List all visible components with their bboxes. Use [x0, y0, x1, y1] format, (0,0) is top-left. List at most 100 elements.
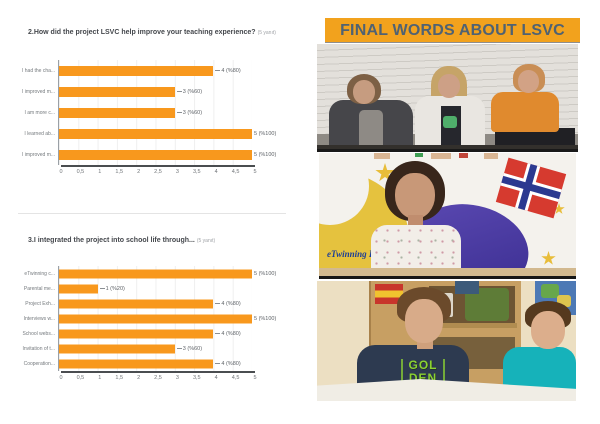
chart1-title-text: 2.How did the project LSVC help improve … [28, 29, 256, 36]
girl3-orange-tshirt [491, 92, 559, 132]
x-tick-label: 1,5 [115, 375, 124, 381]
category-label: Project Exh... [25, 300, 55, 307]
bar [59, 107, 175, 118]
chart1-x-axis-line [61, 165, 255, 167]
chart1-responses-note: (5 yanıt) [257, 30, 276, 36]
chart2-x-axis-line [61, 371, 255, 373]
x-tick-label: 3,5 [192, 375, 201, 381]
x-tick-label: 4,5 [231, 375, 240, 381]
value-label: 4 (%80) [215, 331, 240, 337]
bar [59, 149, 252, 160]
x-tick-label: 0 [59, 169, 63, 175]
category-label: I am more c... [24, 109, 55, 116]
chart2-x-ticks: 0 0,5 1 1,5 2 2,5 3 3,5 4 4,5 5 [59, 373, 257, 383]
bar [59, 359, 214, 368]
value-label: 3 (%60) [177, 89, 202, 95]
map-land-patch [541, 284, 559, 298]
chart-teaching-experience: I had the cha... 4 (%80) I improved m... 3 … [22, 60, 302, 177]
chart1-title: 2.How did the project LSVC help improve … [28, 29, 276, 36]
chart-row: I am more c... 3 (%60) [22, 102, 302, 123]
bar [59, 128, 252, 139]
category-label: I improved m... [22, 88, 56, 95]
x-tick-label: 0 [59, 375, 63, 381]
category-label: Invitation of t... [22, 345, 55, 352]
girl-floral-top [371, 225, 461, 276]
chart2-title-text: 3.I integrated the project into school l… [28, 237, 195, 244]
boy1-face [405, 299, 443, 343]
x-tick-label: 1 [98, 375, 102, 381]
x-tick-label: 4,5 [231, 169, 240, 175]
bar [59, 344, 175, 353]
value-label: 5 (%100) [254, 130, 277, 137]
boy1-neck [417, 339, 433, 349]
bar [59, 86, 175, 97]
value-label: 5 (%100) [254, 270, 277, 277]
x-tick-label: 3 [175, 375, 179, 381]
plot-area: 4 (%80) [58, 356, 252, 371]
chart1-rows: I had the cha... 4 (%80) I improved m... 3 … [22, 60, 302, 165]
chart2-rows: eTwinning c... 5 (%100) Parental me... 1 (%… [22, 266, 302, 371]
girl3-legs [495, 128, 575, 145]
girl-neck [408, 215, 423, 227]
value-label: 4 (%80) [215, 68, 240, 74]
plot-area: 4 (%80) [58, 326, 252, 341]
category-label: Parental me... [23, 285, 55, 292]
x-tick-label: 1,5 [115, 169, 124, 175]
plot-area: 4 (%80) [58, 60, 252, 81]
x-tick-label: 2 [137, 169, 141, 175]
chart-row: I improved m... 3 (%60) [22, 81, 302, 102]
plot-area: 4 (%80) [58, 296, 252, 311]
chart2-responses-note: (5 yanıt) [196, 238, 216, 244]
x-tick-label: 2,5 [154, 375, 162, 381]
bar [59, 314, 252, 323]
value-label: 5 (%100) [254, 151, 277, 158]
survey-results-pane: 2.How did the project LSVC help improve … [0, 0, 312, 424]
star-icon [541, 251, 556, 265]
panel-title: FINAL WORDS ABOUT LSVC [325, 18, 580, 43]
category-label: I improved m... [22, 151, 56, 158]
x-tick-label: 5 [253, 375, 257, 381]
photo-three-students [317, 44, 578, 152]
chart-school-life-integration: eTwinning c... 5 (%100) Parental me... 1 (%… [22, 266, 302, 383]
plot-area: 5 (%100) [58, 311, 276, 326]
category-label: Interviews w... [23, 315, 55, 322]
poster-artwork [431, 153, 451, 159]
value-label: 4 (%80) [215, 301, 240, 307]
bar [59, 329, 214, 338]
chart-row: eTwinning c... 5 (%100) [22, 266, 302, 281]
girl1-shirt [359, 110, 383, 145]
shelf-board [427, 323, 517, 328]
floor-strip [317, 145, 578, 149]
x-tick-label: 0,5 [76, 375, 85, 381]
norway-flag [495, 157, 567, 219]
bar [59, 299, 214, 308]
category-label: Cooperation... [23, 360, 55, 367]
x-tick-label: 0,5 [76, 169, 85, 175]
x-tick-label: 3,5 [192, 169, 201, 175]
bar [59, 269, 252, 278]
section-divider [18, 213, 286, 214]
x-tick-label: 2,5 [154, 169, 162, 175]
x-tick-label: 2 [137, 375, 141, 381]
chart-row: Cooperation... 4 (%80) [22, 356, 302, 371]
plot-area: 3 (%60) [58, 341, 252, 356]
girl2-shirt-graphic [443, 116, 457, 128]
category-label: eTwinning c... [24, 270, 55, 277]
category-label: School webs... [22, 330, 55, 337]
plot-area: 1 (%20) [58, 281, 252, 296]
bar [59, 65, 214, 76]
poster-artwork [484, 153, 498, 159]
final-words-pane: FINAL WORDS ABOUT LSVC [317, 0, 580, 424]
category-label: I had the cha... [22, 67, 56, 74]
desk-edge [319, 268, 576, 276]
chart-row: I had the cha... 4 (%80) [22, 60, 302, 81]
value-label: 1 (%20) [100, 286, 125, 292]
bar [59, 284, 98, 293]
x-tick-label: 4 [214, 375, 218, 381]
x-tick-label: 4 [214, 169, 218, 175]
x-tick-label: 1 [98, 169, 102, 175]
chart-row: I learned ab... 5 (%100) [22, 123, 302, 144]
chart-row: Parental me... 1 (%20) [22, 281, 302, 296]
x-tick-label: 5 [253, 169, 257, 175]
